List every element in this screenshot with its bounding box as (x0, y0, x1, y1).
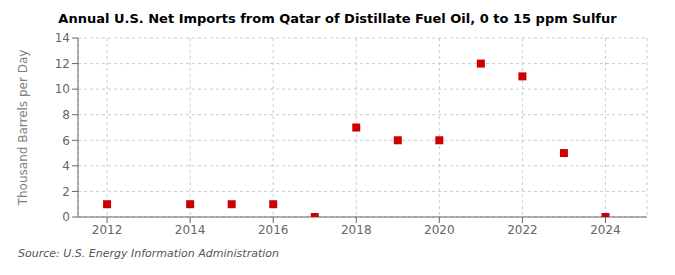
svg-text:8: 8 (62, 108, 70, 122)
svg-text:2024: 2024 (590, 223, 621, 237)
svg-text:12: 12 (55, 57, 70, 71)
svg-text:10: 10 (55, 82, 70, 96)
svg-text:6: 6 (62, 134, 70, 148)
svg-text:2014: 2014 (175, 223, 206, 237)
svg-text:2012: 2012 (92, 223, 123, 237)
svg-text:2022: 2022 (507, 223, 538, 237)
svg-text:0: 0 (62, 210, 70, 224)
svg-text:4: 4 (62, 159, 70, 173)
svg-text:2020: 2020 (424, 223, 455, 237)
svg-text:2: 2 (62, 185, 70, 199)
svg-text:14: 14 (55, 31, 70, 45)
html-text:Source: U.S. Energy Informatio: Source: U.S. Energy Information Administ… (18, 247, 279, 260)
svg-text:2018: 2018 (341, 223, 372, 237)
html-text:Annual U.S. Net Imports from Q: Annual U.S. Net Imports from Qatar of Di… (58, 11, 617, 26)
svg-text:Thousand Barrels per Day: Thousand Barrels per Day (16, 50, 30, 207)
svg-text:2016: 2016 (258, 223, 289, 237)
